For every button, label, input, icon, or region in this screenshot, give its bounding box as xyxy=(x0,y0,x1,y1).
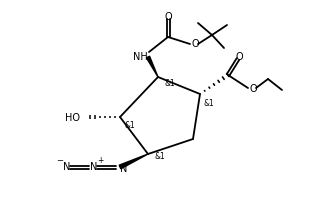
Text: &1: &1 xyxy=(155,152,165,161)
Text: O: O xyxy=(235,52,243,62)
Text: &1: &1 xyxy=(204,99,214,108)
Text: N: N xyxy=(120,163,128,173)
Text: N: N xyxy=(90,161,98,171)
Text: +: + xyxy=(97,156,103,165)
Text: &1: &1 xyxy=(165,79,175,88)
Polygon shape xyxy=(146,57,158,78)
Text: HO: HO xyxy=(65,112,80,122)
Text: −: − xyxy=(56,156,63,165)
Polygon shape xyxy=(119,154,148,169)
Text: O: O xyxy=(249,84,257,94)
Text: O: O xyxy=(164,12,172,22)
Text: N: N xyxy=(63,161,71,171)
Text: &1: &1 xyxy=(125,121,135,130)
Text: O: O xyxy=(191,39,199,49)
Text: NH: NH xyxy=(133,52,147,62)
